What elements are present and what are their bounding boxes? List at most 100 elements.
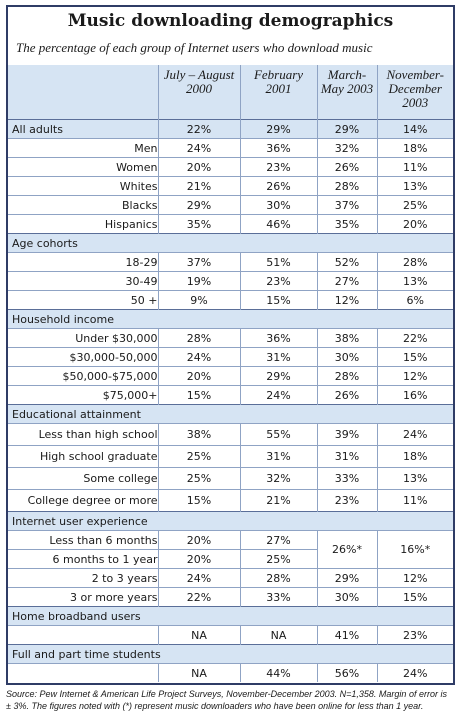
header-row: July – August 2000 February 2001 March-M… — [8, 65, 453, 120]
table-cell: 44% — [239, 663, 317, 682]
section-label: All adults — [8, 119, 158, 139]
table-row: NA NA 41% 23% — [8, 625, 453, 645]
table-row: Less than 6 months 20% 27% 26%* 16%* — [8, 530, 453, 569]
section-label: Age cohorts — [8, 233, 453, 253]
table-row: High school graduate 25% 31% 31% 18% — [8, 445, 453, 468]
table-cell: 20% — [157, 157, 240, 177]
table-cell: 26% — [316, 385, 377, 405]
table-cell: 35% — [316, 214, 377, 234]
table-cell: 24% — [376, 423, 453, 446]
section-label: Household income — [8, 309, 453, 329]
table-cell: 28% — [316, 366, 377, 386]
table-cell: 28% — [239, 568, 317, 588]
demographics-table: July – August 2000 February 2001 March-M… — [8, 65, 453, 682]
section-row-students: Full and part time students — [8, 644, 453, 664]
table-row: Men 24% 36% 32% 18% — [8, 138, 453, 158]
table-cell: 28% — [376, 252, 453, 272]
table-cell: 39% — [316, 423, 377, 446]
table-cell: 14% — [376, 119, 453, 139]
table-cell: 13% — [376, 467, 453, 490]
table-cell: 29% — [239, 366, 317, 386]
table-cell: 33% — [239, 587, 317, 607]
row-label: Less than high school — [8, 423, 158, 446]
table-cell: 18% — [376, 138, 453, 158]
merged-cell: 16%* — [376, 530, 453, 569]
table-cell: 24% — [239, 385, 317, 405]
page-title: Music downloading demographics — [67, 11, 394, 31]
table-cell: 12% — [376, 366, 453, 386]
table-row: 18-29 37% 51% 52% 28% — [8, 252, 453, 272]
table-cell: 28% — [316, 176, 377, 196]
table-cell: 37% — [157, 252, 240, 272]
table-cell: 15% — [376, 347, 453, 367]
table-cell: 13% — [376, 271, 453, 291]
table-cell: 27% — [239, 530, 317, 550]
table-cell: 30% — [316, 347, 377, 367]
column-header: February 2001 — [239, 65, 317, 120]
row-label: Some college — [8, 467, 158, 490]
table-cell: 24% — [157, 347, 240, 367]
table-cell: 38% — [316, 328, 377, 348]
row-label: Hispanics — [8, 214, 158, 234]
table-row: Blacks 29% 30% 37% 25% — [8, 195, 453, 215]
table-cell: 22% — [157, 119, 240, 139]
table-cell: 27% — [316, 271, 377, 291]
row-label: Whites — [8, 176, 158, 196]
table-cell: 20% — [157, 366, 240, 386]
table-cell: 12% — [316, 290, 377, 310]
table-row: Whites 21% 26% 28% 13% — [8, 176, 453, 196]
table-cell: NA — [239, 625, 317, 645]
column-header: November-December 2003 — [376, 65, 453, 120]
table-row: 30-49 19% 23% 27% 13% — [8, 271, 453, 291]
table-cell: 56% — [316, 663, 377, 682]
table-row: College degree or more 15% 21% 23% 11% — [8, 489, 453, 512]
table-cell: NA — [157, 663, 240, 682]
table-cell: 30% — [316, 587, 377, 607]
table-row: 50 + 9% 15% 12% 6% — [8, 290, 453, 310]
table-cell: 15% — [239, 290, 317, 310]
table-cell: 26% — [316, 157, 377, 177]
table-cell: 6% — [376, 290, 453, 310]
table-cell: 23% — [239, 271, 317, 291]
table-cell: 22% — [157, 587, 240, 607]
table-cell: 20% — [157, 530, 240, 550]
table-cell: 26% — [239, 176, 317, 196]
table-cell: 19% — [157, 271, 240, 291]
table-cell: 25% — [157, 445, 240, 468]
row-label: Blacks — [8, 195, 158, 215]
table-cell: 25% — [239, 549, 317, 569]
table-cell: 22% — [376, 328, 453, 348]
table-cell: 15% — [157, 489, 240, 512]
section-label: Home broadband users — [8, 606, 453, 626]
table-row: $75,000+ 15% 24% 26% 16% — [8, 385, 453, 405]
row-label: $30,000-50,000 — [8, 347, 158, 367]
row-label: Women — [8, 157, 158, 177]
table-row: Women 20% 23% 26% 11% — [8, 157, 453, 177]
row-label: 18-29 — [8, 252, 158, 272]
row-label: 2 to 3 years — [8, 568, 158, 588]
table-cell: 20% — [376, 214, 453, 234]
table-cell: 32% — [239, 467, 317, 490]
row-label — [8, 625, 158, 645]
table-row: Less than high school 38% 55% 39% 24% — [8, 423, 453, 446]
table-cell: 29% — [316, 119, 377, 139]
section-label: Educational attainment — [8, 404, 453, 424]
table-cell: 23% — [376, 625, 453, 645]
section-label: Internet user experience — [8, 511, 453, 531]
source-note: Source: Pew Internet & American Life Pro… — [6, 689, 447, 711]
table-row: NA 44% 56% 24% — [8, 663, 453, 682]
table-cell: 36% — [239, 328, 317, 348]
table-cell: 32% — [316, 138, 377, 158]
table-cell: 52% — [316, 252, 377, 272]
table-cell: 28% — [157, 328, 240, 348]
page-subtitle: The percentage of each group of Internet… — [16, 40, 373, 55]
table-cell: 46% — [239, 214, 317, 234]
section-row-household-income: Household income — [8, 309, 453, 329]
table-cell: 24% — [376, 663, 453, 682]
table-cell: 29% — [239, 119, 317, 139]
table-cell: 23% — [239, 157, 317, 177]
table-cell: 30% — [239, 195, 317, 215]
row-label: 3 or more years — [8, 587, 158, 607]
row-label: Less than 6 months — [8, 530, 158, 550]
table-row: 6 months to 1 year 20% 25% — [8, 549, 453, 569]
